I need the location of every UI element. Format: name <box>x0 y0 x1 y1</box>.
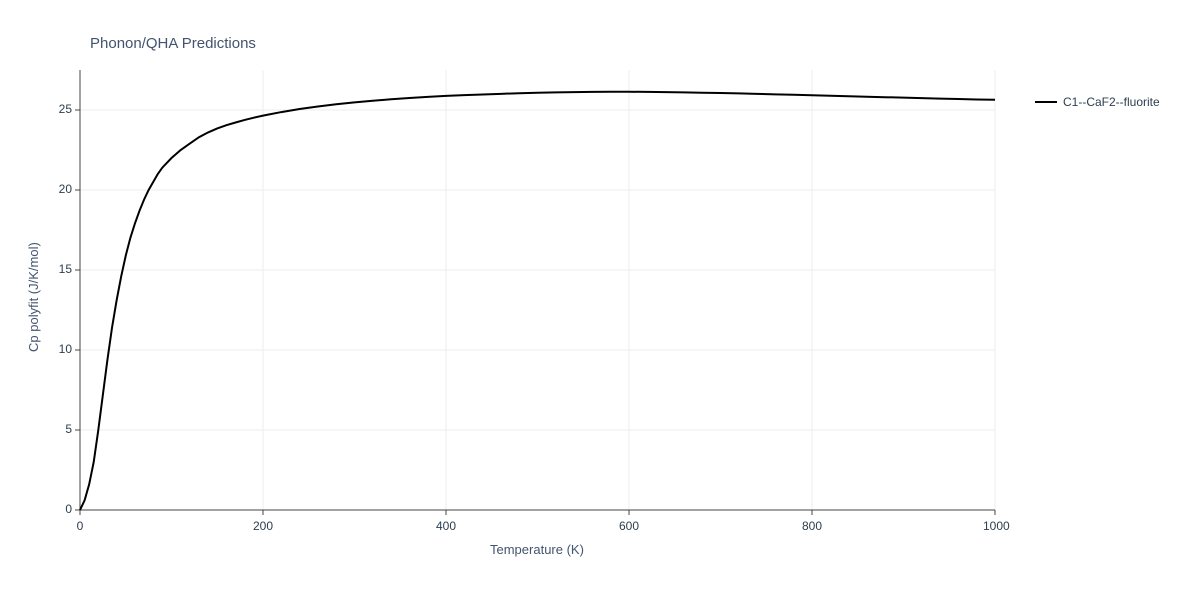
x-axis-label: Temperature (K) <box>490 542 584 557</box>
y-axis-label: Cp polyfit (J/K/mol) <box>26 242 41 352</box>
legend-swatch <box>1035 101 1057 103</box>
series-line <box>80 92 995 510</box>
x-tick-label: 1000 <box>983 519 1007 533</box>
y-tick-label: 20 <box>46 182 72 196</box>
y-tick-label: 25 <box>46 102 72 116</box>
chart-container: Phonon/QHA Predictions Cp polyfit (J/K/m… <box>0 0 1200 600</box>
legend-label: C1--CaF2--fluorite <box>1063 95 1160 109</box>
x-tick-label: 0 <box>68 519 92 533</box>
x-tick-label: 800 <box>800 519 824 533</box>
x-tick-label: 600 <box>617 519 641 533</box>
y-tick-label: 15 <box>46 262 72 276</box>
legend: C1--CaF2--fluorite <box>1035 95 1160 109</box>
plot-area <box>0 0 1200 600</box>
y-tick-label: 10 <box>46 342 72 356</box>
y-tick-label: 0 <box>46 502 72 516</box>
y-tick-label: 5 <box>46 422 72 436</box>
legend-item: C1--CaF2--fluorite <box>1035 95 1160 109</box>
x-tick-label: 400 <box>434 519 458 533</box>
x-tick-label: 200 <box>251 519 275 533</box>
